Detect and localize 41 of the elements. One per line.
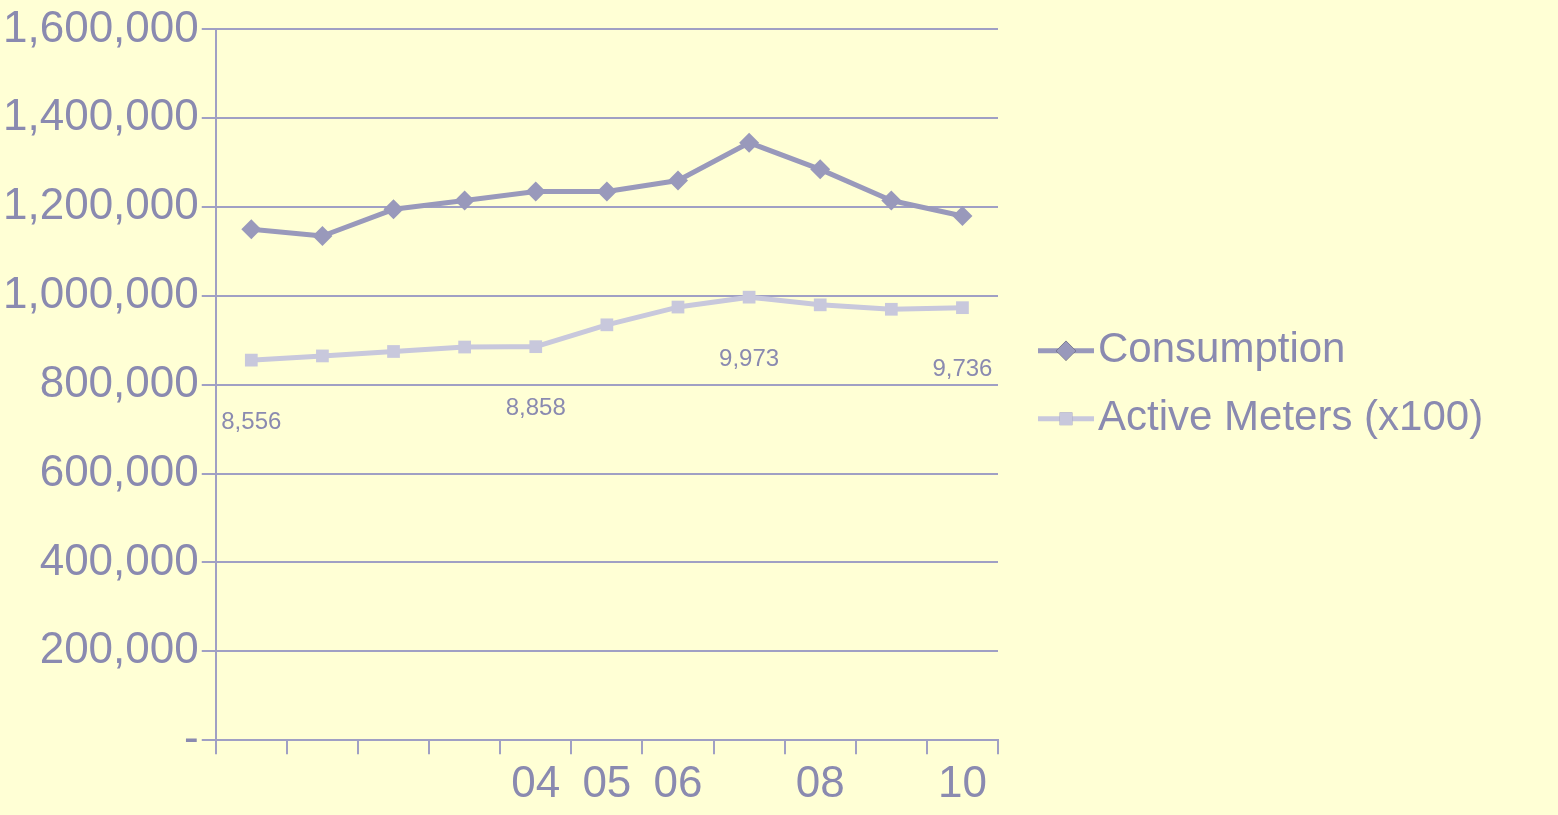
y-tick-label: 1,600,000 xyxy=(2,1,199,51)
y-tick-label: - xyxy=(184,712,199,762)
point xyxy=(956,301,969,315)
x-tick-label: 04 xyxy=(511,756,561,806)
x-tick-label: 06 xyxy=(653,756,703,806)
annotation: 9,973 xyxy=(719,343,780,371)
point xyxy=(458,340,472,354)
point xyxy=(529,340,543,354)
annotation: 8,556 xyxy=(221,406,282,434)
point xyxy=(810,159,831,180)
point xyxy=(742,290,756,304)
point xyxy=(244,353,258,367)
y-tick-label: 1,000,000 xyxy=(2,268,199,318)
legend-label: Active Meters (x100) xyxy=(1098,392,1484,440)
point xyxy=(667,170,688,191)
y-tick-label: 200,000 xyxy=(39,623,199,673)
point xyxy=(952,205,973,226)
y-tick-label: 800,000 xyxy=(39,356,199,406)
annotation: 9,736 xyxy=(932,354,993,382)
y-tick-label: 600,000 xyxy=(39,445,199,495)
point xyxy=(813,298,827,312)
point xyxy=(312,225,333,246)
x-tick-label: 10 xyxy=(937,756,987,806)
annotation: 8,858 xyxy=(505,393,566,421)
point xyxy=(383,199,404,220)
point xyxy=(881,190,902,211)
y-tick-label: 1,200,000 xyxy=(2,179,199,229)
point xyxy=(884,302,898,316)
point xyxy=(241,219,262,240)
legend-label: Consumption xyxy=(1098,324,1346,372)
x-tick-label: 08 xyxy=(795,756,845,806)
point xyxy=(454,190,475,211)
point xyxy=(525,181,546,202)
point xyxy=(387,345,400,358)
point xyxy=(600,318,614,332)
y-tick-label: 1,400,000 xyxy=(2,90,199,140)
x-tick-label: 05 xyxy=(582,756,632,806)
y-tick-label: 400,000 xyxy=(39,534,199,584)
point xyxy=(739,132,760,153)
point xyxy=(316,349,329,363)
point xyxy=(596,181,617,202)
